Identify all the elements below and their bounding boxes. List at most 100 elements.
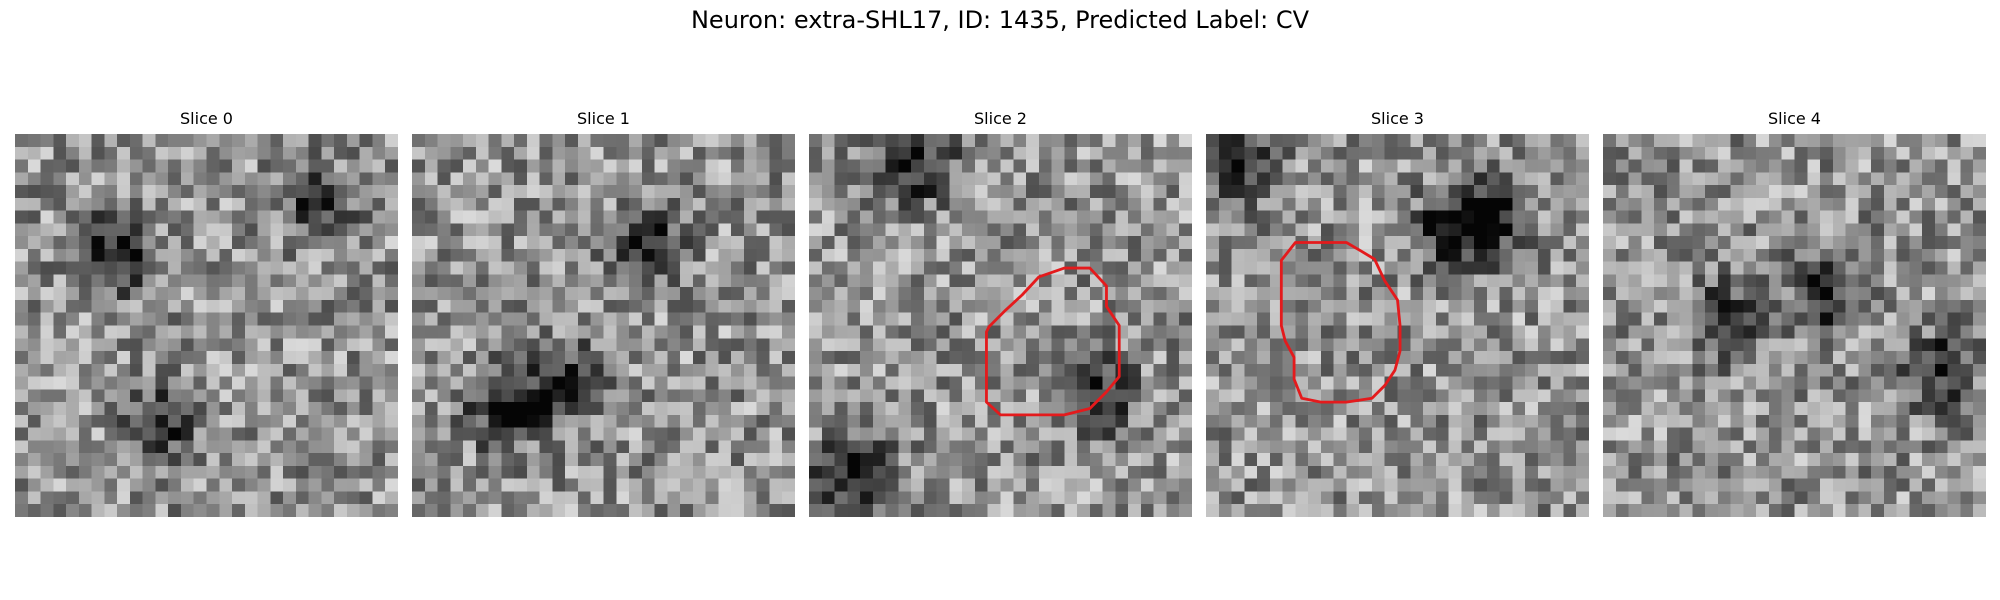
pixel xyxy=(1615,453,1629,467)
pixel xyxy=(1820,185,1834,199)
pixel xyxy=(155,453,169,467)
pixel xyxy=(1615,236,1629,250)
pixel xyxy=(475,427,489,441)
pixel xyxy=(667,159,681,173)
pixel xyxy=(1000,146,1014,160)
pixel xyxy=(1537,287,1551,301)
pixel xyxy=(1641,453,1655,467)
pixel xyxy=(1448,223,1462,237)
pixel xyxy=(295,427,309,441)
pixel xyxy=(1871,210,1885,224)
pixel xyxy=(1359,134,1373,148)
pixel xyxy=(1153,402,1167,416)
pixel xyxy=(1871,453,1885,467)
pixel xyxy=(1525,389,1539,403)
pixel xyxy=(1397,491,1411,505)
pixel xyxy=(1153,465,1167,479)
pixel xyxy=(821,402,835,416)
pixel xyxy=(270,453,284,467)
pixel xyxy=(1896,325,1910,339)
pixel xyxy=(1089,414,1103,428)
pixel xyxy=(257,402,271,416)
pixel xyxy=(488,134,502,148)
pixel xyxy=(1282,453,1296,467)
pixel xyxy=(911,223,925,237)
pixel xyxy=(1947,236,1961,250)
panel-title: Slice 3 xyxy=(1371,109,1424,128)
pixel xyxy=(834,146,848,160)
pixel xyxy=(475,363,489,377)
pixel xyxy=(1244,223,1258,237)
pixel xyxy=(283,146,297,160)
pixel xyxy=(117,363,131,377)
pixel xyxy=(359,261,373,275)
pixel xyxy=(27,376,41,390)
pixel xyxy=(1423,440,1437,454)
pixel xyxy=(1153,338,1167,352)
pixel xyxy=(718,261,732,275)
pixel xyxy=(142,491,156,505)
pixel xyxy=(731,210,745,224)
pixel xyxy=(1973,236,1986,250)
pixel xyxy=(1794,453,1808,467)
pixel xyxy=(1089,299,1103,313)
pixel xyxy=(1973,185,1986,199)
pixel xyxy=(654,185,668,199)
pixel xyxy=(1051,274,1065,288)
pixel xyxy=(1179,312,1192,326)
pixel xyxy=(334,299,348,313)
pixel xyxy=(1768,197,1782,211)
pixel xyxy=(1820,504,1834,517)
pixel xyxy=(1102,491,1116,505)
pixel xyxy=(1896,440,1910,454)
pixel xyxy=(1102,478,1116,492)
pixel xyxy=(1397,197,1411,211)
pixel xyxy=(898,376,912,390)
pixel xyxy=(898,159,912,173)
pixel xyxy=(66,376,80,390)
pixel xyxy=(1128,299,1142,313)
pixel xyxy=(629,159,643,173)
pixel xyxy=(514,236,528,250)
pixel xyxy=(1858,465,1872,479)
pixel xyxy=(1730,363,1744,377)
pixel xyxy=(1960,402,1974,416)
pixel xyxy=(385,414,398,428)
pixel xyxy=(142,427,156,441)
pixel xyxy=(1206,223,1220,237)
pixel xyxy=(1038,427,1052,441)
pixel xyxy=(590,287,604,301)
pixel xyxy=(1140,236,1154,250)
pixel xyxy=(334,287,348,301)
pixel xyxy=(1730,351,1744,365)
pixel xyxy=(1820,414,1834,428)
pixel xyxy=(565,172,579,186)
pixel xyxy=(463,261,477,275)
pixel xyxy=(1934,351,1948,365)
pixel xyxy=(756,172,770,186)
pixel xyxy=(168,274,182,288)
pixel xyxy=(590,351,604,365)
pixel xyxy=(1550,210,1564,224)
pixel xyxy=(1206,389,1220,403)
pixel xyxy=(756,299,770,313)
pixel xyxy=(1231,491,1245,505)
pixel xyxy=(705,236,719,250)
pixel xyxy=(1423,287,1437,301)
pixel xyxy=(1269,491,1283,505)
pixel xyxy=(1845,351,1859,365)
pixel xyxy=(15,389,29,403)
pixel xyxy=(1499,197,1513,211)
pixel xyxy=(987,261,1001,275)
pixel xyxy=(1922,248,1936,262)
pixel xyxy=(1231,210,1245,224)
pixel xyxy=(936,440,950,454)
pixel xyxy=(1308,351,1322,365)
pixel xyxy=(295,338,309,352)
pixel xyxy=(1960,261,1974,275)
pixel xyxy=(1947,402,1961,416)
pixel xyxy=(987,465,1001,479)
pixel xyxy=(155,491,169,505)
pixel xyxy=(412,389,426,403)
pixel xyxy=(155,134,169,148)
